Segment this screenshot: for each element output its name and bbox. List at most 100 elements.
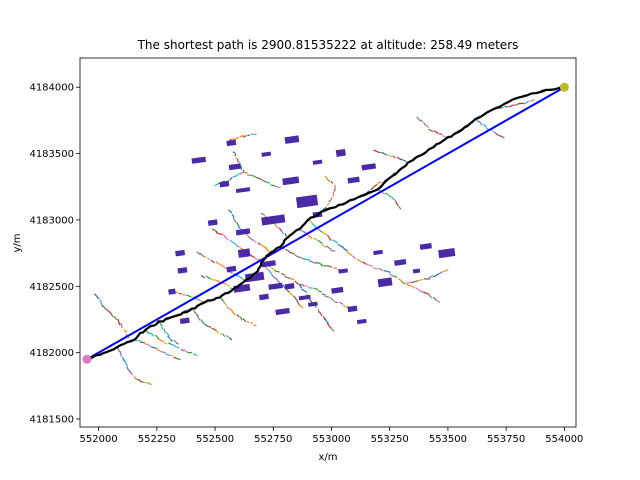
stream-segment bbox=[328, 199, 332, 203]
building bbox=[244, 271, 265, 283]
stream-segment bbox=[280, 272, 286, 276]
stream-segment bbox=[394, 200, 398, 205]
building bbox=[412, 268, 421, 274]
stream-segment bbox=[307, 234, 313, 240]
stream-segment bbox=[284, 233, 287, 237]
stream-segment bbox=[156, 348, 163, 353]
stream-segment bbox=[294, 254, 300, 259]
stream-segment bbox=[261, 179, 268, 184]
stream-segment bbox=[330, 327, 335, 332]
stream-segment bbox=[117, 318, 121, 326]
stream-segment bbox=[435, 299, 441, 303]
stream-segment bbox=[423, 291, 430, 295]
stream-segment bbox=[301, 288, 308, 293]
stream-segment bbox=[318, 311, 323, 317]
stream-segment bbox=[232, 151, 236, 154]
stream-segment bbox=[513, 103, 519, 107]
stream-segment bbox=[237, 226, 242, 230]
stream-segment bbox=[120, 322, 123, 329]
stream-segment bbox=[377, 181, 382, 184]
stream-segment bbox=[338, 301, 344, 305]
stream-segment bbox=[247, 235, 253, 241]
stream-segment bbox=[235, 136, 240, 140]
stream-segment bbox=[330, 181, 334, 184]
stream-segment bbox=[154, 334, 160, 340]
building bbox=[282, 176, 300, 186]
building bbox=[338, 268, 349, 274]
plot-area bbox=[79, 57, 577, 428]
stream-segment bbox=[147, 382, 152, 385]
path-layer bbox=[85, 86, 565, 361]
straight-line-path bbox=[86, 86, 565, 361]
building bbox=[268, 282, 283, 290]
stream-segment bbox=[387, 154, 393, 158]
stream-segment bbox=[231, 214, 235, 218]
stream-segment bbox=[236, 274, 243, 279]
stream-segment bbox=[373, 267, 379, 270]
stream-segment bbox=[498, 106, 504, 110]
stream-segment bbox=[257, 242, 262, 246]
stream-segment bbox=[222, 282, 227, 285]
stream-segment bbox=[327, 265, 333, 268]
stream-segment bbox=[160, 326, 164, 330]
shortest-path bbox=[85, 86, 565, 361]
stream-segment bbox=[196, 251, 201, 256]
stream-segment bbox=[200, 275, 206, 279]
stream-segment bbox=[271, 274, 277, 280]
stream-segment bbox=[346, 251, 353, 257]
stream-segment bbox=[423, 122, 427, 126]
stream-segment bbox=[317, 308, 320, 313]
stream-segment bbox=[242, 318, 247, 323]
x-tick-label: 554000 bbox=[545, 434, 583, 445]
stream-segment bbox=[330, 197, 333, 200]
stream-segment bbox=[163, 342, 168, 345]
stream-segment bbox=[207, 325, 212, 328]
stream-segment bbox=[236, 222, 240, 228]
stream-segment bbox=[239, 171, 244, 175]
stream-segment bbox=[433, 130, 439, 135]
stream-segment bbox=[162, 351, 166, 354]
plot-frame bbox=[79, 57, 577, 428]
building bbox=[258, 293, 269, 301]
stream-segment bbox=[175, 342, 179, 345]
stream-segment bbox=[373, 149, 380, 153]
y-tick-label: 4184000 bbox=[29, 83, 74, 94]
y-tick-label: 4183000 bbox=[29, 215, 74, 226]
stream-segment bbox=[316, 227, 324, 234]
stream-segment bbox=[146, 343, 153, 349]
building bbox=[179, 317, 190, 325]
stream-segment bbox=[333, 184, 337, 188]
stream-segment bbox=[246, 320, 250, 323]
stream-segment bbox=[523, 100, 530, 105]
stream-segment bbox=[225, 334, 229, 338]
building bbox=[226, 139, 237, 147]
stream-segment bbox=[251, 238, 257, 243]
stream-segment bbox=[264, 266, 270, 272]
stream-segment bbox=[268, 270, 273, 275]
stream-segment bbox=[99, 299, 102, 303]
stream-segment bbox=[173, 339, 177, 343]
building bbox=[438, 248, 456, 259]
stream-segment bbox=[324, 175, 329, 179]
stream-segment bbox=[438, 133, 443, 136]
stream-segment bbox=[288, 291, 295, 298]
stream-segment bbox=[392, 155, 396, 159]
stream-segment bbox=[149, 332, 155, 337]
stream-segment bbox=[428, 274, 434, 279]
stream-segment bbox=[123, 329, 128, 333]
stream-segment bbox=[214, 329, 220, 334]
x-axis-label: x/m bbox=[318, 452, 337, 463]
stream-segment bbox=[396, 156, 402, 161]
stream-segment bbox=[323, 318, 330, 324]
stream-segment bbox=[508, 104, 514, 108]
building bbox=[307, 301, 318, 307]
stream-segment bbox=[313, 237, 318, 241]
stream-segment bbox=[321, 264, 329, 267]
stream-segment bbox=[275, 185, 281, 189]
stream-segment bbox=[342, 304, 349, 309]
x-tick-label: 553750 bbox=[487, 434, 525, 445]
stream-segment bbox=[139, 380, 144, 383]
stream-segment bbox=[388, 195, 392, 198]
building bbox=[419, 243, 432, 250]
